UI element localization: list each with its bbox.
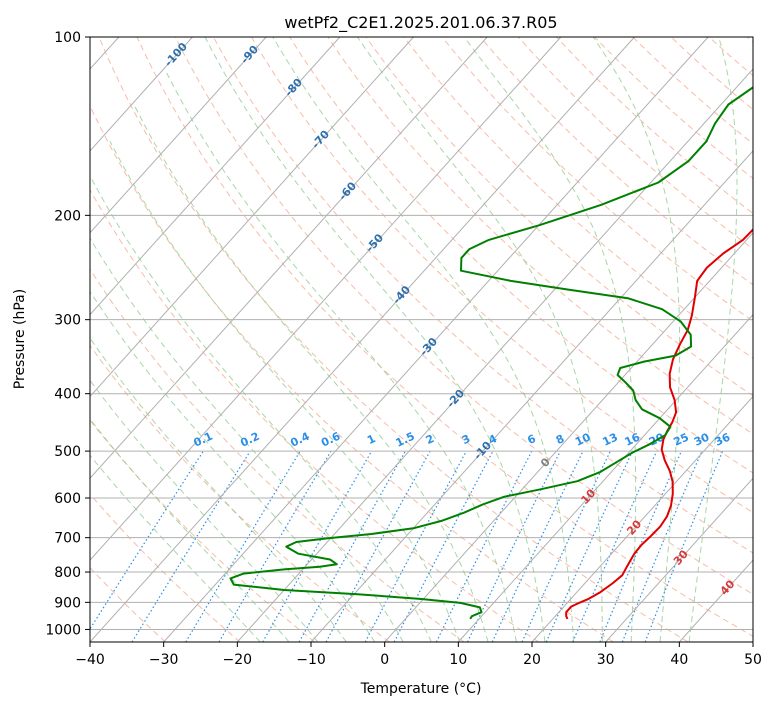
isotherm-line <box>90 37 267 234</box>
moist-adiabat <box>133 104 489 642</box>
dry-adiabat <box>479 37 753 286</box>
dry-adiabat <box>251 37 753 514</box>
isotherm-line <box>163 37 709 642</box>
y-tick-label: 900 <box>54 595 81 611</box>
mixing-ratio-label: 16 <box>623 430 643 448</box>
y-tick-label: 100 <box>54 30 81 46</box>
mixing-ratio-line <box>325 450 431 642</box>
isotherm-line <box>384 231 753 642</box>
moist-adiabat <box>166 72 517 642</box>
mixing-ratio-line <box>364 450 467 642</box>
isotherm-line <box>236 68 753 642</box>
moist-adiabat <box>90 379 319 642</box>
moist-adiabat <box>90 237 404 642</box>
mixing-ratio-line <box>621 450 703 642</box>
dry-adiabat <box>327 37 753 435</box>
dry-adiabat <box>174 37 753 595</box>
mixing-ratio-line <box>599 450 682 642</box>
temperature-trace <box>565 228 753 620</box>
x-tick-label: −40 <box>75 652 105 668</box>
y-tick-label: 200 <box>54 208 81 224</box>
dry-adiabat <box>98 37 689 642</box>
isotherm-line <box>752 641 753 642</box>
chart-title: wetPf2_C2E1.2025.201.06.37.R05 <box>284 13 557 33</box>
x-tick-label: 30 <box>597 652 615 668</box>
moist-adiabat <box>272 37 575 642</box>
y-tick-label: 1000 <box>45 622 81 638</box>
mixing-ratio-line <box>90 450 204 631</box>
moist-adiabat <box>204 37 546 642</box>
y-tick-label: 500 <box>54 444 81 460</box>
y-tick-label: 800 <box>54 565 81 581</box>
sounding-traces <box>229 86 753 620</box>
mixing-ratio-line <box>644 450 724 642</box>
plot-background <box>90 37 753 642</box>
x-axis-ticks: −40 −30 −20 −10 0 10 20 30 40 50 <box>75 642 762 668</box>
moist-adiabat <box>90 418 290 642</box>
x-tick-label: −20 <box>223 652 253 668</box>
y-tick-label: 300 <box>54 313 81 329</box>
moist-adiabat <box>688 37 738 642</box>
x-tick-label: −30 <box>149 652 179 668</box>
isotherm-line <box>531 395 753 642</box>
isotherm-line <box>90 37 341 316</box>
plot-frame <box>89 36 754 643</box>
moist-adiabat <box>463 37 637 642</box>
x-tick-label: 50 <box>744 652 762 668</box>
isotherm-line <box>310 150 753 642</box>
y-axis-ticks: 1000 900 800 700 600 500 400 300 200 100 <box>45 30 90 638</box>
mixing-ratio-labels: 0.1 0.2 0.4 0.6 1 1.5 2 3 4 6 8 10 13 16 20 25 30 36 <box>192 429 733 449</box>
mixing-ratio-line <box>298 450 406 642</box>
dry-adiabat <box>365 37 753 397</box>
isotherm-line <box>90 37 488 480</box>
isotherm-line <box>605 477 753 642</box>
dewpoint-trace <box>229 86 753 620</box>
x-tick-label: 20 <box>523 652 541 668</box>
isotherm-line <box>90 37 414 398</box>
dry-adiabat <box>90 419 316 642</box>
mixing-ratio-label: 13 <box>601 431 620 449</box>
background-lines <box>90 37 753 642</box>
x-tick-label: 10 <box>449 652 467 668</box>
dry-adiabat <box>90 188 540 642</box>
dry-adiabat <box>289 37 753 474</box>
mixing-ratio-label: 30 <box>692 430 712 448</box>
y-tick-label: 400 <box>54 387 81 403</box>
mixing-ratio-label: 10 <box>573 430 593 448</box>
x-tick-label: −10 <box>296 652 326 668</box>
moist-adiabat <box>90 337 347 642</box>
isotherm-line <box>90 37 193 152</box>
y-tick-label: 600 <box>54 491 81 507</box>
y-tick-label: 700 <box>54 531 81 547</box>
moist-adiabat <box>90 174 432 642</box>
isotherm-line <box>90 37 635 642</box>
x-tick-label: 0 <box>380 652 389 668</box>
dry-adiabat <box>441 37 753 322</box>
moist-adiabat <box>357 37 603 642</box>
x-axis-label: Temperature (°C) <box>360 681 482 697</box>
mixing-ratio-line <box>572 450 658 642</box>
dry-adiabat <box>632 37 753 145</box>
mixing-ratio-label: 36 <box>713 430 733 448</box>
mixing-ratio-line <box>545 450 634 642</box>
isotherm-line <box>457 313 753 642</box>
dry-adiabat <box>212 37 753 554</box>
isotherm-line <box>90 37 562 561</box>
mixing-ratio-label: 25 <box>672 431 691 449</box>
dry-adiabat <box>90 104 614 642</box>
y-axis-label: Pressure (hPa) <box>12 289 28 389</box>
mixing-ratio-line <box>435 450 533 642</box>
x-tick-label: 40 <box>670 652 688 668</box>
